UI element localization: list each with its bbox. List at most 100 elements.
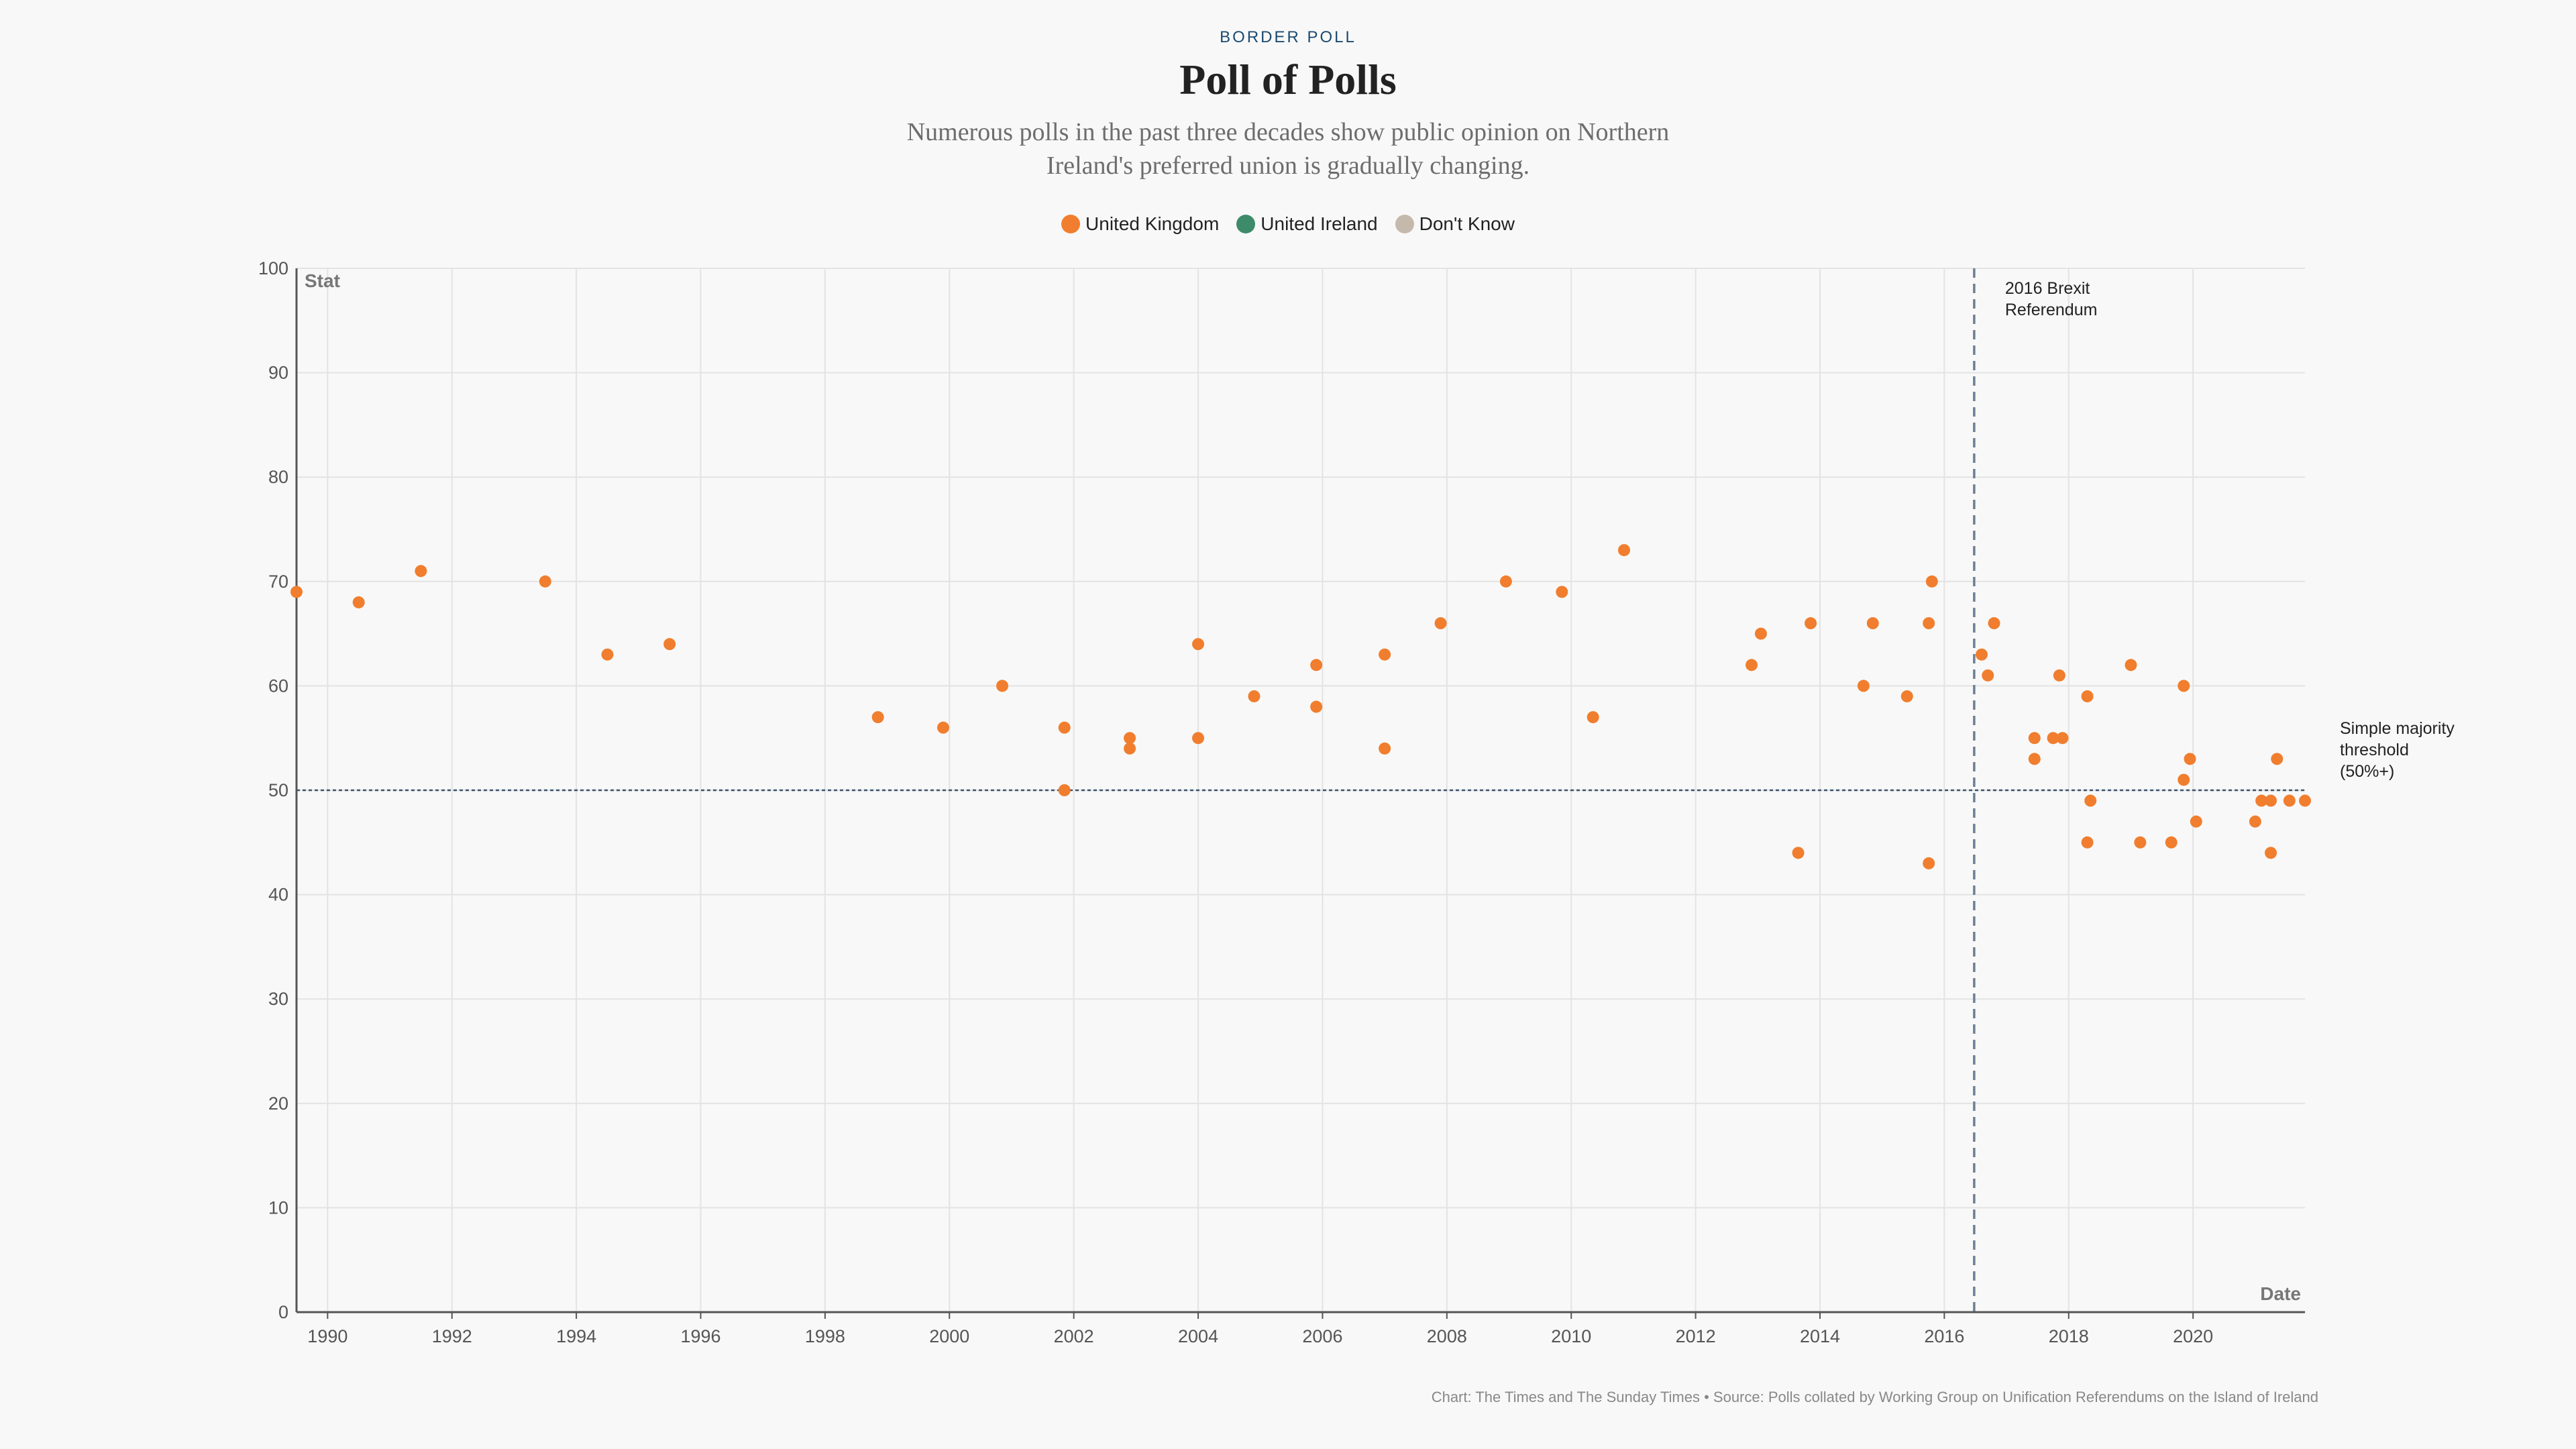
- data-point: [1499, 575, 1512, 588]
- data-point: [1192, 732, 1205, 745]
- y-tick-label: 80: [268, 467, 288, 487]
- data-point: [1805, 617, 1817, 630]
- x-tick-label: 2008: [1427, 1326, 1467, 1346]
- data-point: [2056, 732, 2069, 745]
- data-point: [1124, 742, 1136, 755]
- data-point: [2283, 794, 2296, 807]
- data-point: [2184, 753, 2196, 765]
- chart-subtitle: Numerous polls in the past three decades…: [906, 118, 1670, 180]
- data-point: [1434, 617, 1447, 630]
- x-tick-label: 2010: [1551, 1326, 1591, 1346]
- data-point: [2265, 847, 2277, 859]
- data-point: [1310, 700, 1323, 713]
- majority-threshold-label: Simple majority threshold (50%+): [2340, 719, 2455, 781]
- x-tick-label: 1990: [307, 1326, 347, 1346]
- x-tick-label: 2020: [2173, 1326, 2213, 1346]
- data-point: [1975, 648, 1988, 661]
- x-tick-label: 2004: [1178, 1326, 1218, 1346]
- data-point: [663, 638, 676, 651]
- data-point: [2271, 753, 2284, 765]
- x-tick-label: 1994: [556, 1326, 596, 1346]
- legend-label-united-ireland: United Ireland: [1260, 213, 1378, 234]
- data-point: [1857, 680, 1870, 692]
- brexit-referendum-label: 2016 Brexit Referendum: [2005, 279, 2098, 319]
- y-tick-label: 30: [268, 989, 288, 1009]
- data-point: [539, 575, 551, 588]
- x-tick-label: 2002: [1054, 1326, 1094, 1346]
- data-point: [937, 721, 950, 734]
- legend-label-dont-know: Don't Know: [1419, 213, 1515, 234]
- y-tick-label: 60: [268, 676, 288, 696]
- legend-item-united-ireland[interactable]: United Ireland: [1236, 213, 1378, 235]
- legend-label-united-kingdom: United Kingdom: [1085, 213, 1220, 234]
- y-axis-label: Stat: [305, 270, 340, 291]
- legend-swatch-dont-know: [1395, 215, 1414, 233]
- data-point: [1379, 648, 1391, 661]
- data-point: [1900, 690, 1913, 702]
- point-layer: [290, 544, 2311, 869]
- x-tick-label: 2018: [2049, 1326, 2089, 1346]
- data-point: [2125, 659, 2137, 672]
- data-point: [415, 565, 427, 578]
- data-point: [1124, 732, 1136, 745]
- data-point: [1058, 784, 1071, 796]
- y-tick-label: 40: [268, 885, 288, 905]
- data-point: [1746, 659, 1758, 672]
- x-tick-label: 2014: [1800, 1326, 1840, 1346]
- data-point: [871, 711, 884, 724]
- data-point: [1192, 638, 1205, 651]
- data-point: [601, 648, 614, 661]
- chart-source-credit: Chart: The Times and The Sunday Times • …: [1431, 1389, 2318, 1405]
- data-point: [1556, 586, 1568, 598]
- legend-item-united-kingdom[interactable]: United Kingdom: [1061, 213, 1219, 235]
- data-point: [1058, 721, 1071, 734]
- chart-title: Poll of Polls: [1179, 56, 1397, 103]
- data-point: [1982, 669, 1994, 682]
- data-point: [1792, 847, 1805, 859]
- x-tick-label: 2006: [1302, 1326, 1342, 1346]
- data-point: [2255, 794, 2268, 807]
- y-tick-label: 0: [278, 1302, 288, 1322]
- data-point: [1310, 659, 1323, 672]
- data-point: [2178, 680, 2190, 692]
- data-point: [2028, 732, 2041, 745]
- chart-legend: United Kingdom United Ireland Don't Know: [0, 213, 2576, 235]
- data-point: [2134, 836, 2147, 849]
- data-point: [2190, 815, 2202, 828]
- data-point: [2249, 815, 2261, 828]
- data-point: [1587, 711, 1599, 724]
- y-tick-label: 100: [258, 258, 288, 278]
- data-point: [2081, 836, 2094, 849]
- axis-layer: 0 10 20 30 40 50 60 70 80 90 100 1990 1992 1994 1996 19…: [258, 258, 2305, 1346]
- y-tick-label: 20: [268, 1093, 288, 1114]
- data-point: [2028, 753, 2041, 765]
- data-point: [2053, 669, 2065, 682]
- legend-swatch-united-ireland: [1236, 215, 1256, 233]
- y-tick-label: 90: [268, 363, 288, 383]
- y-tick-label: 70: [268, 572, 288, 592]
- data-point: [1618, 544, 1631, 557]
- x-tick-label: 2000: [929, 1326, 969, 1346]
- data-point: [1988, 617, 2000, 630]
- data-point: [2084, 794, 2097, 807]
- data-point: [1754, 627, 1767, 640]
- data-point: [1925, 575, 1938, 588]
- x-tick-label: 1998: [805, 1326, 845, 1346]
- data-point: [1248, 690, 1260, 702]
- data-point: [2178, 773, 2190, 786]
- y-tick-label: 50: [268, 780, 288, 800]
- legend-item-dont-know[interactable]: Don't Know: [1395, 213, 1515, 235]
- data-point: [2265, 794, 2277, 807]
- data-point: [2165, 836, 2178, 849]
- x-axis-label: Date: [2260, 1283, 2301, 1304]
- legend-swatch-united-kingdom: [1061, 215, 1081, 233]
- data-point: [2299, 794, 2311, 807]
- x-tick-label: 1992: [432, 1326, 472, 1346]
- x-tick-label: 2016: [1924, 1326, 1964, 1346]
- annotation-layer: 2016 Brexit Referendum Simple majority thre…: [297, 268, 2455, 1312]
- data-point: [2047, 732, 2059, 745]
- data-point: [1923, 617, 1935, 630]
- x-tick-label: 1996: [680, 1326, 720, 1346]
- data-point: [1866, 617, 1879, 630]
